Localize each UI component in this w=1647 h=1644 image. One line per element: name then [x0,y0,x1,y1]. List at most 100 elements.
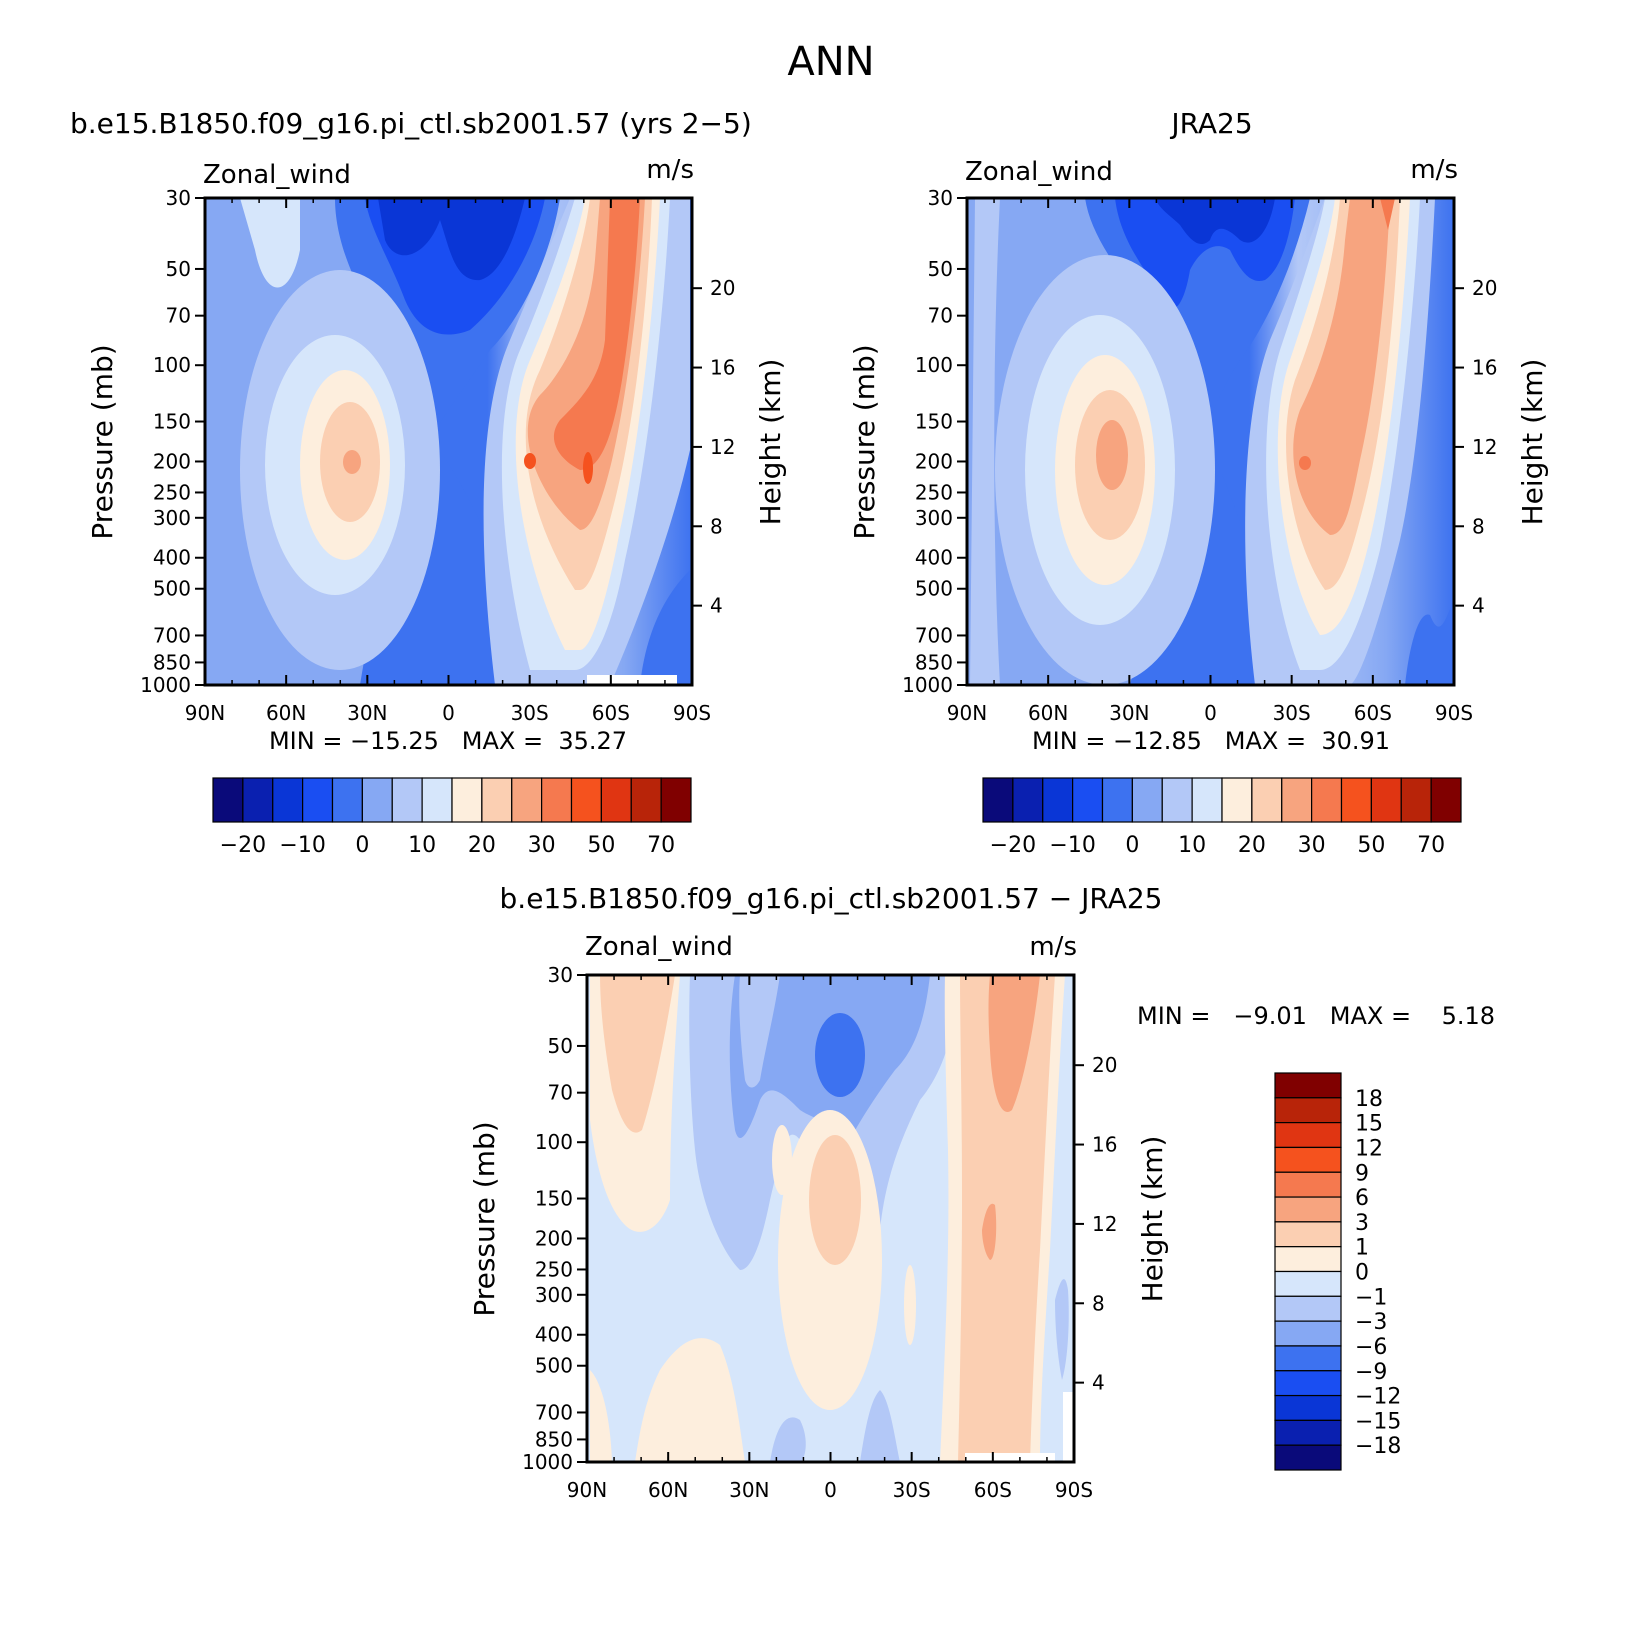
colorbar-box [511,777,543,823]
colorbar-label: −18 [1355,1434,1401,1459]
y-tick-label: 150 [535,1187,573,1211]
colorbar-label: 10 [408,833,436,858]
colorbar-box [1274,1345,1342,1372]
y-right-tick-label: 16 [1092,1133,1117,1157]
units-string: m/s [1410,155,1458,185]
y-tick-label: 200 [915,449,953,473]
axes: 90N 60N 30N 0 30S 60S 90S 30 50 70 100 150 200 250300… [522,963,1117,1502]
y-right-tick-label: 20 [710,276,735,300]
colorbar-box [1072,777,1104,823]
colorbar-box [541,777,573,823]
colorbar-box [1131,777,1163,823]
colorbar-label: 18 [1355,1087,1383,1112]
contour-sh-pos-3 [988,975,1040,1112]
contour-nh-pos-1 [600,975,675,1133]
colorbar-box [1274,1295,1342,1322]
panel-model: b.e15.B1850.f09_g16.pi_ctl.sb2001.57 (yr… [70,107,787,858]
y-tick-label: 300 [915,506,953,530]
colorbar-label: 70 [1417,833,1445,858]
x-tick-label: 30S [893,1478,931,1502]
left-string: Zonal_wind [585,932,733,962]
missing-data-mask-2 [1063,1392,1074,1462]
y-right-tick-label: 12 [1472,435,1497,459]
x-tick-label: 30N [347,701,387,725]
x-tick-label: 60S [1354,701,1392,725]
colorbar-box [1251,777,1283,823]
colorbar-box [1274,1146,1342,1173]
y-tick-label: 850 [535,1427,573,1451]
x-tick-label: 90N [567,1478,607,1502]
panel-title: b.e15.B1850.f09_g16.pi_ctl.sb2001.57 (yr… [70,107,752,140]
colorbar-label: 10 [1178,833,1206,858]
colorbar-label: −10 [279,833,325,858]
colorbar-label: 0 [1355,1261,1369,1286]
contour-field [967,198,1454,685]
contour-small-pos [772,1125,792,1195]
colorbar-box [451,777,483,823]
x-tick-label: 60N [1028,701,1068,725]
colorbar-box [1370,777,1402,823]
colorbar-box [212,777,244,823]
contour-small-pos-2 [904,1265,916,1345]
panel-obs: JRA25 Zonal_wind m/s 90N 60N 30N 0 30S 60S 90 [848,107,1549,858]
left-string: Zonal_wind [965,157,1113,187]
colorbar-label: −15 [1355,1409,1401,1434]
contour-low-neg-2 [860,1390,900,1462]
contour-trop-pos-1 [809,1135,861,1265]
contour-nh-upper-light [240,198,300,288]
contour-sh-jet-30b [1380,198,1395,230]
y-tick-label: 400 [915,546,953,570]
contour-nh-low-pos [635,1338,745,1462]
y-tick-label: 300 [153,506,191,530]
colorbar-box [1221,777,1253,823]
y-tick-label: 1000 [902,673,953,697]
colorbar-label: 30 [528,833,556,858]
colorbar-box [570,777,602,823]
colorbar-box [1274,1072,1342,1099]
y-tick-label: 30 [548,963,573,987]
contour-sh-jet-30b [524,453,536,469]
y-tick-label: 50 [166,257,191,281]
x-tick-label: 60N [648,1478,688,1502]
x-tick-label: 90S [1055,1478,1093,1502]
colorbar-label: −20 [990,833,1036,858]
x-tick-label: 60N [266,701,306,725]
contour-strat-easterly-3 [378,198,525,281]
x-tick-label: 30S [1273,701,1311,725]
x-tick-label: 90S [1435,701,1473,725]
x-tick-label: 60S [592,701,630,725]
y-tick-label: 850 [915,650,953,674]
y-right-tick-label: 8 [1472,514,1485,538]
x-tick-label: 0 [442,701,455,725]
x-tick-label: 90N [185,701,225,725]
colorbar-label: 70 [647,833,675,858]
colorbar-box [1430,777,1462,823]
left-string: Zonal_wind [203,160,351,190]
panel-diff: b.e15.B1850.f09_g16.pi_ctl.sb2001.57 − J… [468,882,1495,1502]
contour-polar-neg [1055,1279,1069,1380]
colorbar-box [1101,777,1133,823]
colorbar-box [1274,1419,1342,1446]
colorbar-box [1274,1246,1342,1273]
colorbar-label: 1 [1355,1236,1369,1261]
y-tick-label: 1000 [140,673,191,697]
colorbar-label: 3 [1355,1211,1369,1236]
contour-nh-jet-25 [1096,420,1128,490]
colorbar-box [982,777,1014,823]
y-right-tick-label: 8 [710,514,723,538]
y-tick-label: 700 [535,1400,573,1424]
x-tick-label: 30N [1109,701,1149,725]
colorbar-box [1274,1097,1342,1124]
y-tick-label: 150 [153,410,191,434]
y-right-tick-label: 20 [1092,1053,1117,1077]
colorbar-box [1274,1370,1342,1397]
y-right-tick-label: 4 [710,594,723,618]
contour-sh-jet-25 [1293,198,1390,535]
y-tick-label: 50 [928,257,953,281]
colorbar-label: 12 [1355,1136,1383,1161]
x-tick-label: 30S [511,701,549,725]
colorbar: −20 −10 0 10 20 30 50 70 [212,777,692,858]
colorbar-label: −10 [1049,833,1095,858]
units-string: m/s [646,155,694,185]
